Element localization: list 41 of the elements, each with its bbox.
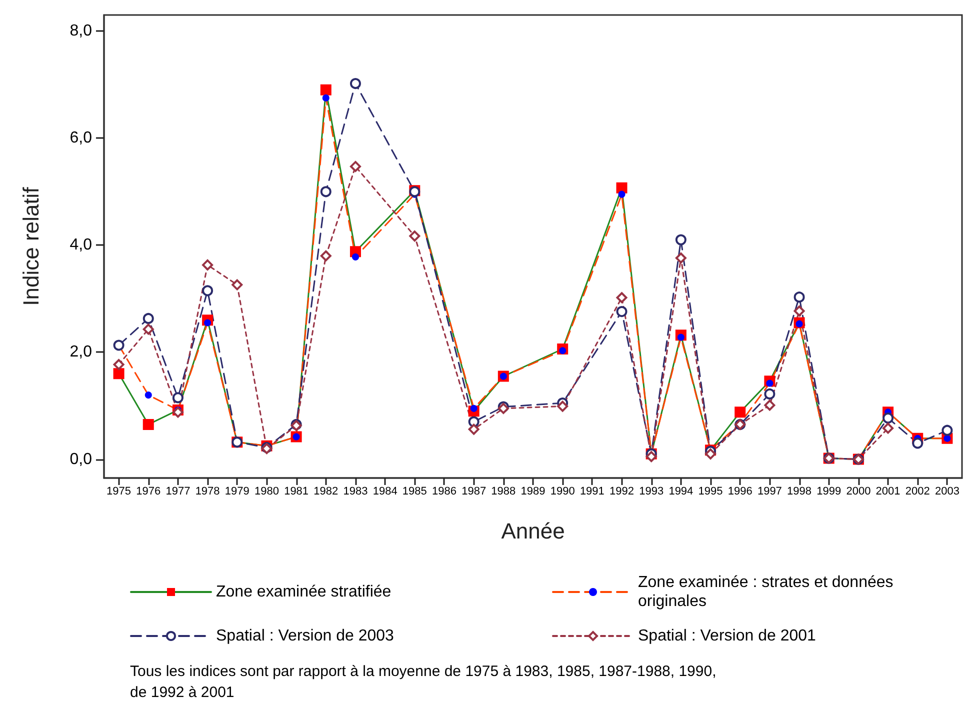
legend-label: Spatial : Version de 2001	[638, 628, 816, 644]
x-tick-label: 2003	[934, 486, 960, 498]
x-tick-label: 1987	[462, 486, 486, 498]
x-tick-label: 1992	[610, 486, 634, 498]
x-tick-label: 1980	[254, 486, 279, 498]
x-tick-label: 1983	[343, 486, 368, 498]
x-tick-label: 1975	[106, 486, 132, 498]
legend-label: Zone examinée : strates et données originales	[638, 574, 898, 610]
x-tick-label: 1982	[314, 486, 338, 498]
y-axis-title: Indice relatif	[18, 186, 44, 306]
y-tick-label: 8,0	[70, 22, 92, 40]
y-tick-label: 6,0	[70, 130, 92, 147]
x-tick-label: 2000	[846, 486, 871, 498]
x-tick-label: 1994	[668, 486, 694, 498]
x-tick-label: 1988	[491, 486, 516, 498]
x-tick-label: 1993	[639, 486, 664, 498]
x-tick-label: 1978	[195, 486, 220, 498]
x-tick-label: 1996	[728, 486, 752, 498]
x-axis-title: Année	[501, 518, 565, 544]
x-tick-label: 1976	[136, 486, 161, 498]
x-tick-label: 1985	[402, 486, 427, 498]
y-tick-label: 0,0	[70, 450, 92, 468]
x-tick-label: 1979	[224, 486, 250, 498]
legend-label: Spatial : Version de 2003	[216, 628, 394, 644]
x-tick-label: 1995	[698, 486, 723, 498]
y-tick-label: 2,0	[70, 344, 92, 361]
x-tick-label: 1986	[432, 486, 456, 498]
x-tick-label: 1999	[816, 486, 842, 498]
legend-label: Zone examinée stratifiée	[216, 584, 392, 600]
y-tick-label: 4,0	[70, 236, 92, 254]
x-tick-label: 1984	[372, 486, 398, 498]
x-tick-label: 2001	[876, 486, 900, 498]
x-tick-label: 1991	[580, 486, 604, 498]
x-tick-label: 1998	[787, 486, 812, 498]
x-tick-label: 1989	[520, 486, 546, 498]
text: Tous les indices sont par rapport à la moyenne de 1975 à 1983, 1985, 1987-1988, 1990, de 1992 à 2001	[130, 663, 720, 701]
x-tick-label: 2002	[905, 486, 930, 498]
x-tick-label: 1990	[550, 486, 575, 498]
x-tick-label: 1997	[757, 486, 782, 498]
x-tick-label: 1977	[166, 486, 190, 498]
x-tick-label: 1981	[284, 486, 309, 498]
